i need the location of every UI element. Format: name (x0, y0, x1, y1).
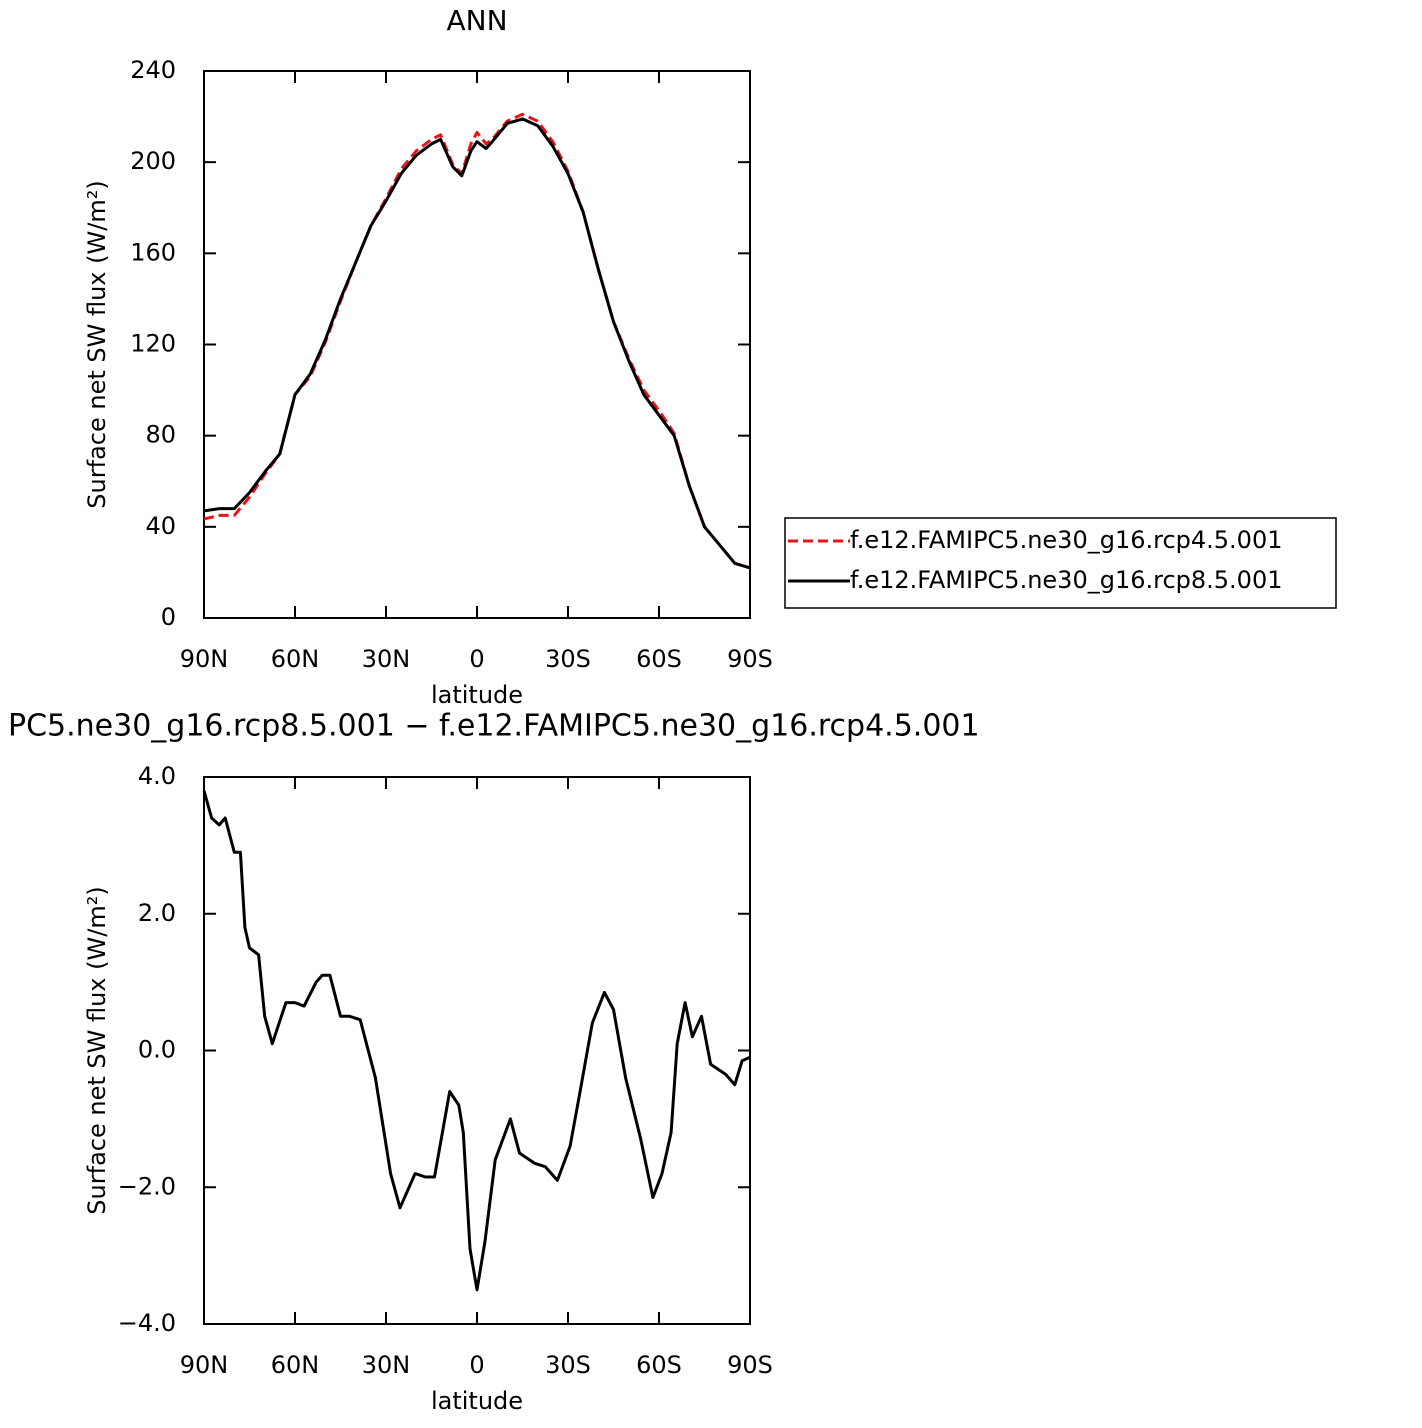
chart-title: ANN (446, 4, 507, 37)
x-tick-label: 90S (727, 645, 773, 673)
y-tick-label: 0 (161, 603, 176, 631)
x-tick-label: 60S (636, 645, 682, 673)
y-tick-label: 240 (130, 56, 176, 84)
x-tick-label: 60S (636, 1351, 682, 1379)
y-tick-label: −2.0 (118, 1172, 176, 1200)
x-tick-label: 0 (469, 645, 484, 673)
y-tick-label: 80 (145, 421, 176, 449)
x-tick-label: 30S (545, 645, 591, 673)
x-tick-label: 30N (362, 1351, 411, 1379)
x-tick-label: 60N (271, 645, 320, 673)
y-tick-label: −4.0 (118, 1309, 176, 1337)
x-axis-label: latitude (431, 681, 523, 709)
legend-label: f.e12.FAMIPC5.ne30_g16.rcp4.5.001 (850, 526, 1283, 554)
y-tick-label: 40 (145, 512, 176, 540)
chart-title: PC5.ne30_g16.rcp8.5.001 − f.e12.FAMIPC5.… (8, 709, 980, 744)
plot-frame (203, 70, 751, 619)
plot-frame (203, 776, 751, 1325)
x-axis-label: latitude (431, 1387, 523, 1415)
y-tick-label: 0.0 (138, 1036, 176, 1064)
y-axis-label: Surface net SW flux (W/m²) (83, 180, 111, 508)
x-tick-label: 30S (545, 1351, 591, 1379)
y-tick-label: 2.0 (138, 899, 176, 927)
y-tick-label: 4.0 (138, 762, 176, 790)
y-tick-label: 160 (130, 238, 176, 266)
x-tick-label: 30N (362, 645, 411, 673)
legend-box (784, 517, 1337, 609)
series-line (203, 112, 751, 570)
y-tick-label: 200 (130, 147, 176, 175)
x-tick-label: 90S (727, 1351, 773, 1379)
series-line (203, 117, 751, 570)
x-tick-label: 0 (469, 1351, 484, 1379)
legend-label: f.e12.FAMIPC5.ne30_g16.rcp8.5.001 (850, 566, 1283, 594)
x-tick-label: 60N (271, 1351, 320, 1379)
x-tick-label: 90N (180, 1351, 229, 1379)
y-axis-label: Surface net SW flux (W/m²) (83, 886, 111, 1214)
y-tick-label: 120 (130, 330, 176, 358)
series-line (202, 790, 751, 1292)
x-tick-label: 90N (180, 645, 229, 673)
